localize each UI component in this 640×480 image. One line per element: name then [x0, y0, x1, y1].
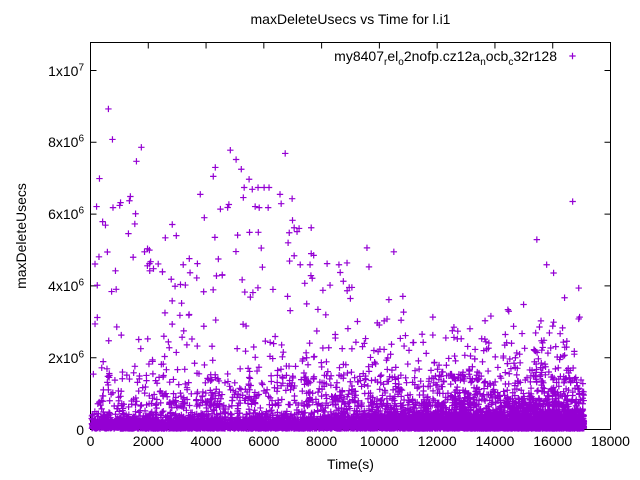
x-tick-label: 14000	[475, 433, 515, 449]
x-tick-label: 10000	[359, 433, 399, 449]
x-tick-label: 16000	[533, 433, 573, 449]
y-tick-label: 0	[76, 421, 84, 438]
x-tick-label: 8000	[306, 433, 338, 449]
y-tick-label: 1x107	[48, 61, 84, 79]
x-tick-label: 0	[86, 433, 95, 449]
legend: my8407relo2nofp.cz12anocbc32r128	[334, 48, 557, 68]
y-tick-label: 4x106	[48, 277, 84, 294]
y-tick-label: 8x106	[48, 133, 84, 151]
y-tick-label: 6x106	[48, 205, 84, 223]
y-tick-label: 2x106	[48, 349, 84, 366]
chart-title: maxDeleteUsecs vs Time for l.i1	[250, 11, 451, 27]
x-tick-label: 6000	[248, 433, 280, 449]
x-tick-label: 2000	[132, 433, 164, 449]
x-tick-label: 12000	[417, 433, 457, 449]
x-tick-label: 18000	[591, 433, 630, 449]
x-tick-label: 4000	[190, 433, 222, 449]
x-axis-label: Time(s)	[327, 456, 374, 472]
legend-series-label: my8407relo2nofp.cz12anocbc32r128	[334, 48, 557, 68]
y-axis-label: maxDeleteUsecs	[13, 183, 29, 289]
